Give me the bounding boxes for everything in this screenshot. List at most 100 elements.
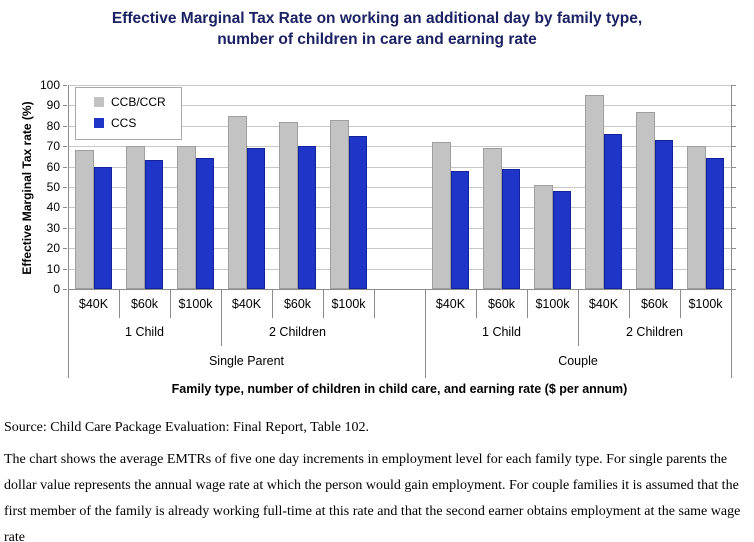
x-category-label: $100k (178, 297, 213, 311)
x-subgroup-label: 2 Children (269, 325, 326, 339)
bar-ccbccr (636, 111, 655, 289)
legend: CCB/CCR CCS (75, 87, 182, 140)
y-axis-tick-right (732, 268, 736, 270)
bar-ccs (654, 140, 673, 289)
y-axis-tick (63, 227, 67, 229)
bar-ccs (297, 146, 316, 289)
y-axis-tick (63, 166, 67, 168)
x-category-label: $100k (331, 297, 366, 311)
bar-ccs (450, 170, 469, 289)
y-axis-tick-right (732, 207, 736, 209)
y-axis-tick-right (732, 289, 736, 290)
gridline (68, 268, 731, 270)
y-tick-label: 70 (46, 139, 60, 154)
chart-title-line1: Effective Marginal Tax Rate on working a… (111, 10, 643, 27)
bar-chart: Effective Marginal Tax rate (%) CCB/CCR … (20, 78, 736, 396)
bar-ccbccr (126, 146, 145, 289)
bar-ccbccr (534, 184, 553, 289)
gridline (68, 248, 731, 250)
y-tick-label: 100 (39, 78, 60, 92)
y-axis-tick-right (732, 85, 736, 86)
bar-ccs (246, 148, 265, 289)
y-tick-label: 10 (46, 261, 60, 276)
y-tick-label: 90 (46, 98, 60, 113)
x-axis-title: Family type, number of children in child… (171, 382, 628, 396)
x-category-label: $100k (688, 297, 723, 311)
x-category-label: $60k (130, 297, 159, 311)
y-tick-label: 20 (46, 241, 60, 256)
bar-ccs (195, 158, 214, 289)
x-family-label: Single Parent (208, 354, 285, 368)
axis-table-border (527, 289, 528, 318)
y-axis-tick (63, 248, 67, 250)
y-axis-tick (63, 187, 67, 188)
bar-ccbccr (330, 119, 349, 289)
y-axis-tick-right (732, 187, 736, 188)
axis-table-border (680, 289, 681, 318)
axis-table-border (272, 289, 273, 318)
legend-swatch-ccbccr-icon (94, 96, 104, 107)
axis-table-border (323, 289, 324, 318)
gridline (68, 207, 731, 209)
axis-table-border (170, 289, 171, 318)
bar-ccbccr (177, 146, 196, 289)
x-subgroup-label: 1 Child (125, 325, 164, 339)
y-tick-label: 0 (53, 282, 60, 296)
y-axis-tick (63, 207, 67, 209)
y-tick-label: 30 (46, 220, 60, 235)
x-subgroup-label: 2 Children (626, 325, 683, 339)
bar-ccs (603, 133, 622, 289)
x-category-label: $40K (435, 297, 466, 311)
x-category-label: $100k (535, 297, 570, 311)
chart-title-line2: number of children in care and earning r… (217, 31, 537, 48)
y-axis-tick-right (732, 227, 736, 229)
bar-ccs (93, 166, 112, 289)
gridline (68, 125, 731, 127)
y-axis-tick (63, 289, 67, 290)
legend-entry-ccs: CCS (76, 112, 181, 133)
gridline (68, 166, 731, 168)
x-family-label: Couple (558, 354, 598, 368)
y-axis-tick (63, 268, 67, 270)
bar-ccbccr (228, 115, 247, 289)
right-axis-line (731, 85, 732, 289)
legend-swatch-ccs-icon (94, 117, 104, 128)
y-tick-label: 60 (46, 159, 60, 174)
y-tick-label: 80 (46, 118, 60, 133)
axis-table-border (374, 289, 375, 318)
legend-label-ccbccr: CCB/CCR (111, 94, 166, 109)
y-axis-tick-right (732, 146, 736, 148)
y-tick-label: 50 (46, 180, 60, 194)
chart-title: Effective Marginal Tax Rate on working a… (0, 8, 754, 50)
axis-table-border (629, 289, 630, 318)
x-category-label: $40K (588, 297, 619, 311)
bar-ccs (144, 160, 163, 289)
bar-ccbccr (483, 148, 502, 289)
bar-ccs (501, 168, 520, 289)
axis-table-border (731, 289, 732, 378)
gridline (68, 187, 731, 188)
bar-ccs (552, 191, 571, 289)
axis-table-border (425, 289, 426, 378)
bar-ccbccr (432, 142, 451, 289)
axis-table-border (578, 289, 579, 346)
gridline (68, 105, 731, 107)
gridline (68, 85, 731, 86)
y-axis-tick (63, 105, 67, 107)
bar-ccbccr (75, 150, 94, 289)
axis-table-border (221, 289, 222, 346)
y-axis-tick-right (732, 166, 736, 168)
x-category-label: $40K (78, 297, 109, 311)
legend-entry-ccbccr: CCB/CCR (76, 91, 181, 112)
x-axis-line (68, 289, 732, 290)
gridline (68, 146, 731, 148)
y-axis-tick-right (732, 105, 736, 107)
y-axis-tick (63, 85, 67, 86)
x-subgroup-label: 1 Child (482, 325, 521, 339)
chart-description: The chart shows the average EMTRs of fiv… (4, 452, 741, 542)
axis-table-border (68, 289, 69, 378)
axis-table-border (476, 289, 477, 318)
x-category-label: $60k (487, 297, 516, 311)
bar-ccs (348, 136, 367, 289)
